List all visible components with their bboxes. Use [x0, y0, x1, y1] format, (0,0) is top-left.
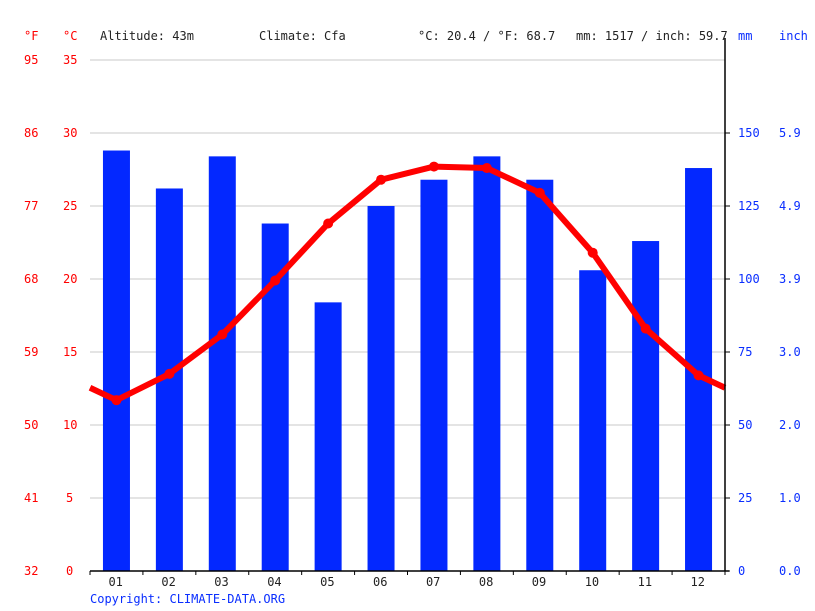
inch-tick-label: 5.9	[779, 126, 801, 140]
fahrenheit-tick-label: 59	[24, 345, 39, 359]
altitude-label: Altitude: 43m	[100, 29, 194, 43]
celsius-tick-label: 0	[66, 564, 74, 578]
fahrenheit-tick-label: 50	[24, 418, 39, 432]
month-tick-label: 06	[373, 575, 388, 589]
temperature-line	[88, 163, 727, 404]
inch-tick-label: 3.9	[779, 272, 801, 286]
precipitation-bar	[420, 179, 448, 571]
temperature-point	[640, 323, 651, 334]
unit-mm-label: mm	[738, 29, 753, 43]
month-tick-label: 02	[161, 575, 176, 589]
mm-tick-label: 125	[738, 199, 760, 213]
inch-tick-label: 0.0	[779, 564, 801, 578]
precipitation-bar	[367, 206, 395, 571]
mm-tick-label: 150	[738, 126, 760, 140]
mm-tick-label: 75	[738, 345, 753, 359]
fahrenheit-tick-label: 32	[24, 564, 39, 578]
precipitation-bar	[314, 302, 342, 571]
temperature-point	[164, 368, 175, 379]
unit-celsius-label: °C	[63, 29, 78, 43]
temperature-point	[693, 370, 704, 381]
celsius-tick-label: 30	[63, 126, 78, 140]
month-tick-label: 07	[425, 575, 441, 589]
celsius-tick-label: 35	[63, 53, 78, 67]
unit-inch-label: inch	[779, 29, 808, 43]
precipitation-bar	[526, 179, 554, 571]
mm-tick-label: 50	[738, 418, 753, 432]
precipitation-bar	[632, 241, 660, 572]
copyright-link[interactable]: Copyright: CLIMATE-DATA.ORG	[90, 592, 286, 606]
celsius-tick-label: 15	[63, 345, 78, 359]
month-tick-label: 09	[531, 575, 547, 589]
temperature-summary: °C: 20.4 / °F: 68.7	[418, 29, 556, 43]
month-tick-label: 10	[584, 575, 600, 589]
celsius-tick-label: 5	[66, 491, 74, 505]
temperature-point	[111, 395, 122, 406]
climate-label: Climate: Cfa	[259, 29, 346, 43]
temperature-point	[587, 247, 598, 258]
temperature-point	[217, 329, 228, 340]
temperature-point	[270, 275, 281, 286]
inch-tick-label: 1.0	[779, 491, 801, 505]
precipitation-bar	[579, 270, 607, 571]
month-tick-label: 04	[267, 575, 282, 589]
month-tick-label: 08	[478, 575, 494, 589]
fahrenheit-tick-label: 41	[24, 491, 39, 505]
temperature-point	[534, 187, 545, 198]
celsius-tick-label: 10	[63, 418, 78, 432]
inch-tick-label: 2.0	[779, 418, 801, 432]
precipitation-bar	[102, 150, 130, 571]
temperature-point	[481, 163, 492, 174]
month-tick-label: 01	[108, 575, 123, 589]
celsius-tick-label: 25	[63, 199, 78, 213]
inch-tick-label: 3.0	[779, 345, 801, 359]
fahrenheit-tick-label: 77	[24, 199, 39, 213]
temperature-point	[428, 161, 439, 172]
fahrenheit-tick-label: 68	[24, 272, 39, 286]
month-tick-label: 03	[214, 575, 229, 589]
precipitation-bar	[208, 156, 236, 572]
mm-tick-label: 100	[738, 272, 760, 286]
temperature-point	[376, 174, 387, 185]
mm-tick-label: 0	[738, 564, 746, 578]
fahrenheit-tick-label: 86	[24, 126, 39, 140]
mm-tick-label: 25	[738, 491, 753, 505]
unit-fahrenheit-label: °F	[24, 29, 39, 43]
month-tick-label: 05	[320, 575, 335, 589]
precipitation-bar	[473, 156, 501, 572]
month-tick-label: 12	[690, 575, 705, 589]
inch-tick-label: 4.9	[779, 199, 801, 213]
celsius-tick-label: 20	[63, 272, 78, 286]
fahrenheit-tick-label: 95	[24, 53, 39, 67]
temperature-point	[323, 218, 334, 229]
precipitation-summary: mm: 1517 / inch: 59.7	[576, 29, 728, 43]
month-tick-label: 11	[637, 575, 653, 589]
